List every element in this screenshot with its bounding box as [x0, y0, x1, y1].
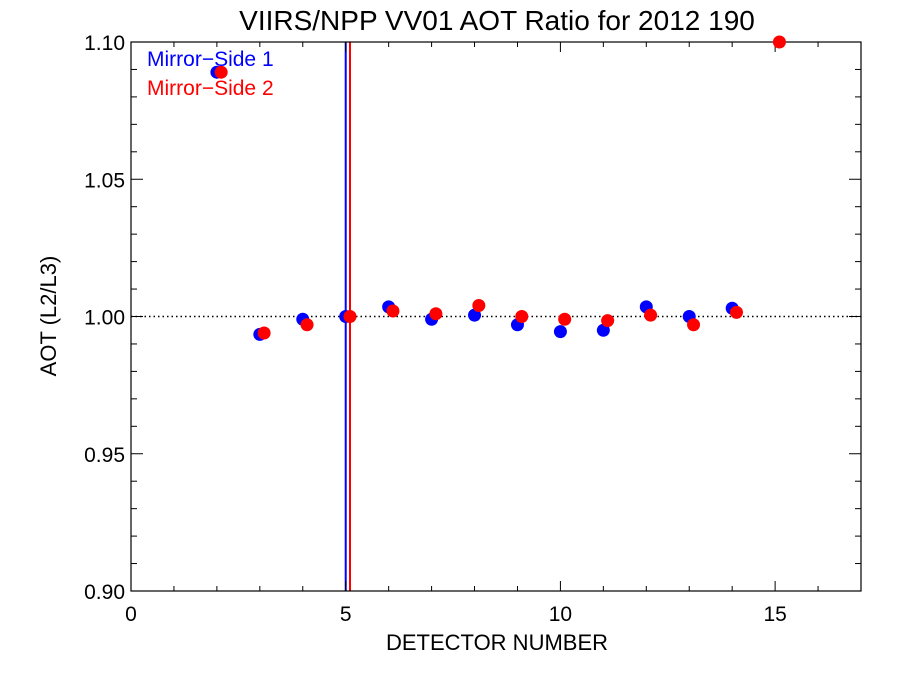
- x-tick-label: 15: [763, 603, 786, 626]
- series-2-point: [558, 312, 572, 326]
- series-2-point: [214, 65, 228, 79]
- plot-area: 0 5 10 15 0.90 0.95 1.00 1.05 1.10: [84, 32, 862, 626]
- series-2-point: [515, 310, 529, 323]
- series-2-point: [343, 310, 357, 323]
- series-2-point: [429, 307, 443, 321]
- y-tick-label: 0.95: [84, 444, 125, 467]
- y-tick-label: 0.90: [84, 581, 125, 604]
- series-2-point: [472, 299, 486, 313]
- series-2-point: [772, 35, 786, 49]
- x-axis-label: DETECTOR NUMBER: [386, 630, 608, 655]
- x-tick-label: 5: [340, 603, 352, 626]
- series-2-point: [300, 318, 314, 332]
- series-2-point: [687, 318, 701, 332]
- x-tick-label: 10: [549, 603, 572, 626]
- series-2-point: [601, 314, 615, 328]
- legend: Mirror−Side 1 Mirror−Side 2: [147, 48, 274, 100]
- y-axis-label: AOT (L2/L3): [36, 256, 61, 377]
- series-2-point: [644, 308, 658, 322]
- legend-entry-mirror-side-2: Mirror−Side 2: [147, 77, 274, 100]
- y-tick-label: 1.00: [84, 307, 125, 330]
- series-2-point: [386, 304, 400, 318]
- y-tick-label: 1.05: [84, 169, 125, 192]
- series-1-point: [553, 325, 567, 339]
- legend-entry-mirror-side-1: Mirror−Side 1: [147, 48, 274, 71]
- y-tick-label: 1.10: [84, 32, 125, 55]
- series-2-point: [729, 305, 743, 319]
- chart-title: VIIRS/NPP VV01 AOT Ratio for 2012 190: [239, 5, 755, 36]
- series-2-point: [257, 326, 271, 340]
- x-tick-label: 0: [125, 603, 137, 626]
